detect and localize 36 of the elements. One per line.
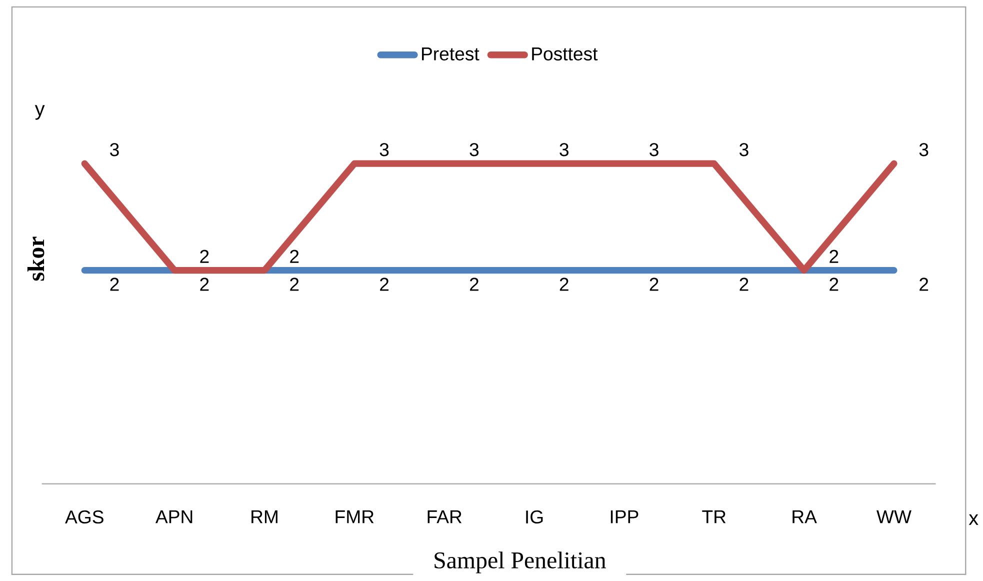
x-tick-label: FAR bbox=[428, 510, 462, 524]
data-label: 2 bbox=[830, 278, 838, 291]
data-label: 2 bbox=[650, 278, 658, 291]
data-label: 3 bbox=[740, 142, 748, 156]
x-tick-label: RA bbox=[792, 510, 817, 524]
data-label: 2 bbox=[830, 250, 838, 263]
data-label: 2 bbox=[380, 278, 389, 291]
y-axis-title: skor bbox=[27, 236, 44, 280]
data-label: 3 bbox=[560, 142, 568, 156]
data-label: 2 bbox=[110, 278, 119, 291]
x-tick-label: WW bbox=[876, 510, 912, 524]
text: y bbox=[34, 104, 45, 120]
x-tick-label: AGS bbox=[65, 510, 104, 524]
x-tick-label: TR bbox=[702, 510, 726, 524]
data-label: 2 bbox=[920, 278, 928, 291]
data-label: 2 bbox=[200, 278, 209, 291]
x-tick-label: FMR bbox=[336, 510, 374, 524]
text: x bbox=[968, 514, 978, 525]
x-tick-label: RM bbox=[252, 510, 278, 524]
data-label: 2 bbox=[470, 278, 478, 291]
data-label: 3 bbox=[650, 142, 658, 156]
data-label: 3 bbox=[919, 142, 928, 156]
legend-label: Pretest bbox=[422, 47, 480, 60]
data-label: 2 bbox=[560, 278, 568, 291]
x-tick-label: IG bbox=[526, 510, 543, 524]
legend-label: Posttest bbox=[532, 47, 598, 60]
data-label: 2 bbox=[740, 278, 748, 291]
data-label: 2 bbox=[200, 250, 209, 263]
x-axis-title: Sampel Penelitian bbox=[434, 551, 606, 574]
data-label: 2 bbox=[290, 278, 299, 291]
data-label: 3 bbox=[470, 142, 479, 156]
data-label: 3 bbox=[110, 142, 119, 156]
x-tick-label: IPP bbox=[610, 510, 638, 524]
x-tick-label: APN bbox=[155, 510, 192, 524]
data-label: 3 bbox=[380, 142, 389, 156]
data-label: 2 bbox=[290, 250, 299, 263]
